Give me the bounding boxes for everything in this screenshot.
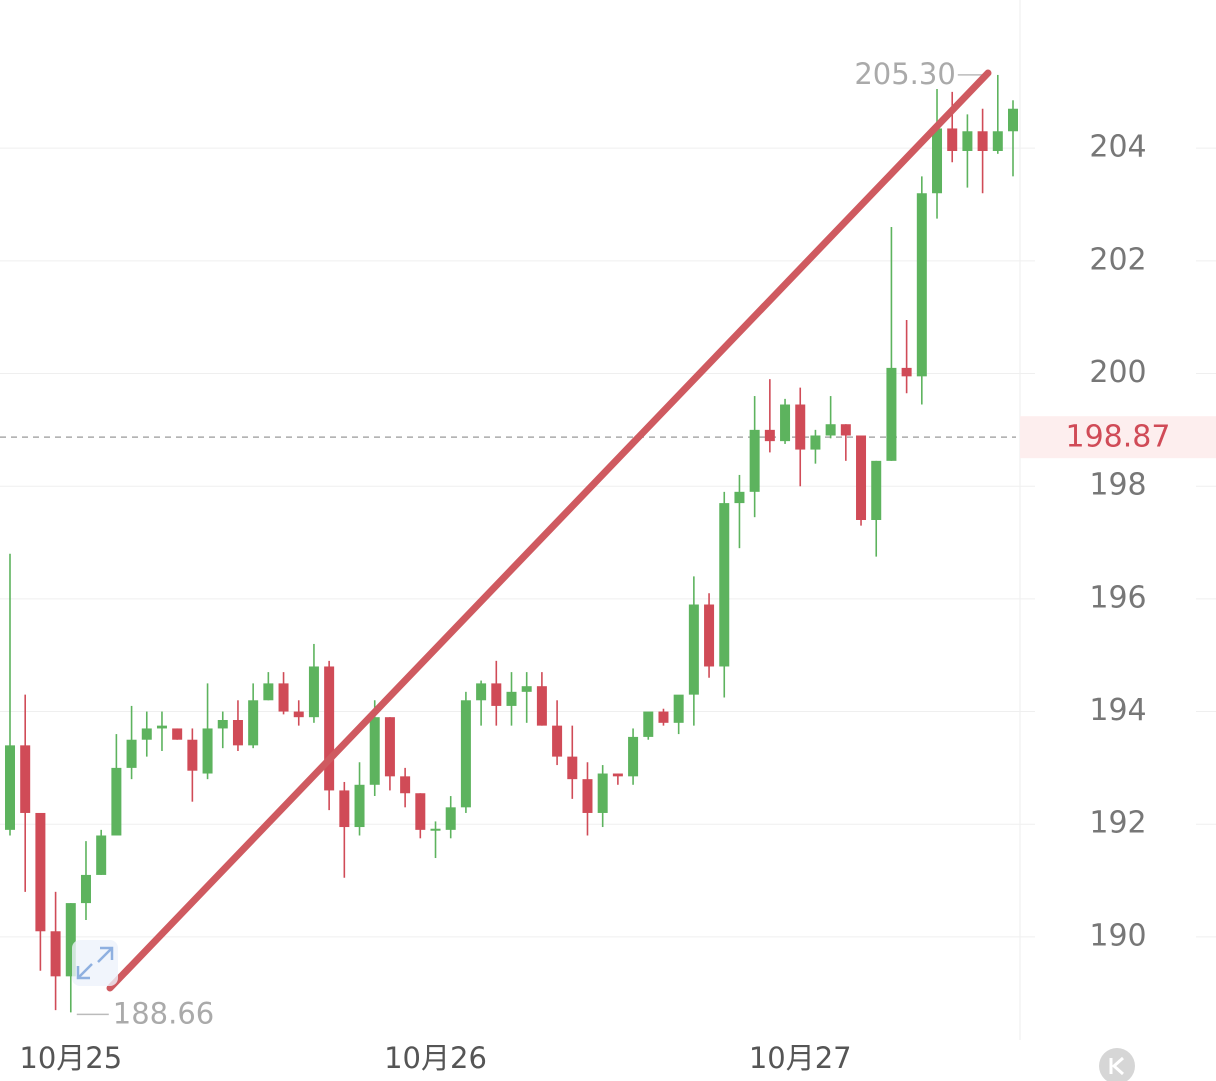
candle-body	[597, 773, 608, 813]
candle-body	[476, 683, 487, 701]
candle-body	[567, 756, 578, 780]
candle-body	[491, 683, 502, 706]
candle-body	[293, 711, 304, 718]
candle-body	[628, 736, 639, 777]
candle-body	[704, 604, 715, 667]
candle-body	[719, 503, 730, 667]
candle-body	[1008, 108, 1018, 132]
current-price-box	[1020, 416, 1216, 459]
candle-body	[415, 793, 426, 830]
candle-body	[506, 691, 517, 706]
expand-icon-arrows	[76, 946, 114, 980]
candle-body	[354, 784, 365, 828]
candle-body	[430, 828, 441, 831]
candle-body	[916, 193, 927, 377]
candle-body	[187, 739, 198, 771]
candle-body	[232, 720, 243, 746]
y-tick-label: 200	[1089, 355, 1146, 390]
candle-body	[80, 874, 91, 904]
candle-body	[643, 711, 654, 737]
candle-body	[20, 745, 31, 813]
candle-body	[521, 686, 532, 692]
candle-body	[111, 767, 122, 836]
candle-body	[126, 739, 137, 768]
candle-body	[825, 424, 836, 436]
candle-body	[172, 728, 183, 740]
expand-icon	[72, 940, 118, 986]
y-tick-label: 196	[1089, 580, 1146, 615]
candle-body	[932, 128, 943, 194]
candle-body	[278, 683, 289, 712]
candle-body	[369, 717, 380, 785]
candle-body	[308, 666, 319, 718]
candle-body	[445, 807, 456, 830]
candle-body	[5, 745, 15, 830]
candle-body	[35, 812, 46, 932]
candle-body	[460, 700, 471, 808]
candle-body	[400, 776, 411, 794]
candle-body	[886, 367, 897, 461]
trend-line	[106, 69, 992, 992]
candle-body	[141, 728, 152, 740]
candle-body	[202, 728, 213, 774]
candle-body	[582, 779, 593, 813]
candle-body	[339, 790, 350, 828]
max-label: 205.30	[854, 57, 955, 91]
candle-body	[96, 835, 107, 875]
y-tick-label: 192	[1089, 806, 1146, 841]
candle-body	[795, 404, 806, 450]
candle-body	[612, 773, 623, 777]
candle-body	[947, 128, 958, 151]
candle-body	[992, 131, 1003, 151]
candle-body	[536, 686, 547, 726]
k-button-glyph	[1109, 1056, 1124, 1076]
candle-body	[552, 725, 563, 757]
candle-body	[764, 429, 775, 442]
y-tick-label: 202	[1089, 242, 1146, 277]
candle-body	[673, 694, 684, 723]
candle-body	[840, 424, 851, 436]
candle-body	[50, 931, 61, 977]
candle-body	[780, 404, 791, 442]
candle-body	[688, 604, 699, 695]
expand-icon-bg	[72, 940, 118, 986]
candle-body	[901, 367, 912, 377]
y-tick-label: 194	[1089, 693, 1146, 728]
y-tick-label: 204	[1089, 130, 1146, 165]
y-tick-label: 198	[1089, 468, 1146, 503]
min-label: 188.66	[113, 996, 214, 1030]
candle-body	[734, 491, 745, 504]
candle-body	[384, 717, 395, 777]
candle-body	[962, 131, 973, 151]
candle-body	[871, 460, 882, 520]
candle-body	[248, 700, 259, 746]
candle-body	[263, 683, 274, 701]
x-tick-label: 10月25	[19, 1041, 122, 1075]
candle-body	[658, 711, 669, 723]
candle-body	[749, 429, 760, 492]
k-button[interactable]	[1099, 1048, 1135, 1081]
candle-body	[856, 435, 867, 520]
candle-body	[977, 131, 988, 151]
x-tick-label: 10月26	[384, 1041, 487, 1075]
current-price-label: 198.87	[1066, 420, 1171, 455]
y-tick-label: 190	[1089, 918, 1146, 953]
x-tick-label: 10月27	[749, 1041, 852, 1075]
candle-body	[156, 725, 167, 729]
candle-body	[324, 666, 335, 791]
candle-body	[65, 903, 76, 977]
candle-body	[217, 720, 228, 729]
candle-body	[810, 435, 821, 450]
